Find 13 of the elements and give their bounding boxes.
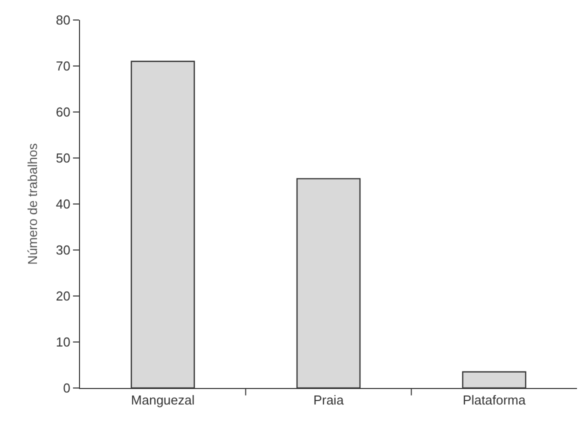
y-tick-label: 0 — [63, 380, 70, 396]
x-tick-label: Plataforma — [462, 392, 526, 408]
y-tick-label: 70 — [56, 58, 70, 74]
y-axis-title: Número de trabalhos — [24, 142, 40, 265]
y-tick-label: 10 — [56, 334, 70, 350]
y-tick-label: 60 — [56, 104, 70, 120]
y-tick-label: 40 — [56, 196, 70, 212]
y-tick-label: 30 — [56, 242, 70, 258]
y-tick-label: 20 — [56, 288, 70, 304]
y-tick-label: 80 — [56, 12, 70, 28]
y-tick-label: 50 — [56, 150, 70, 166]
x-tick-label: Praia — [313, 392, 344, 408]
x-tick-label: Manguezal — [131, 392, 195, 408]
